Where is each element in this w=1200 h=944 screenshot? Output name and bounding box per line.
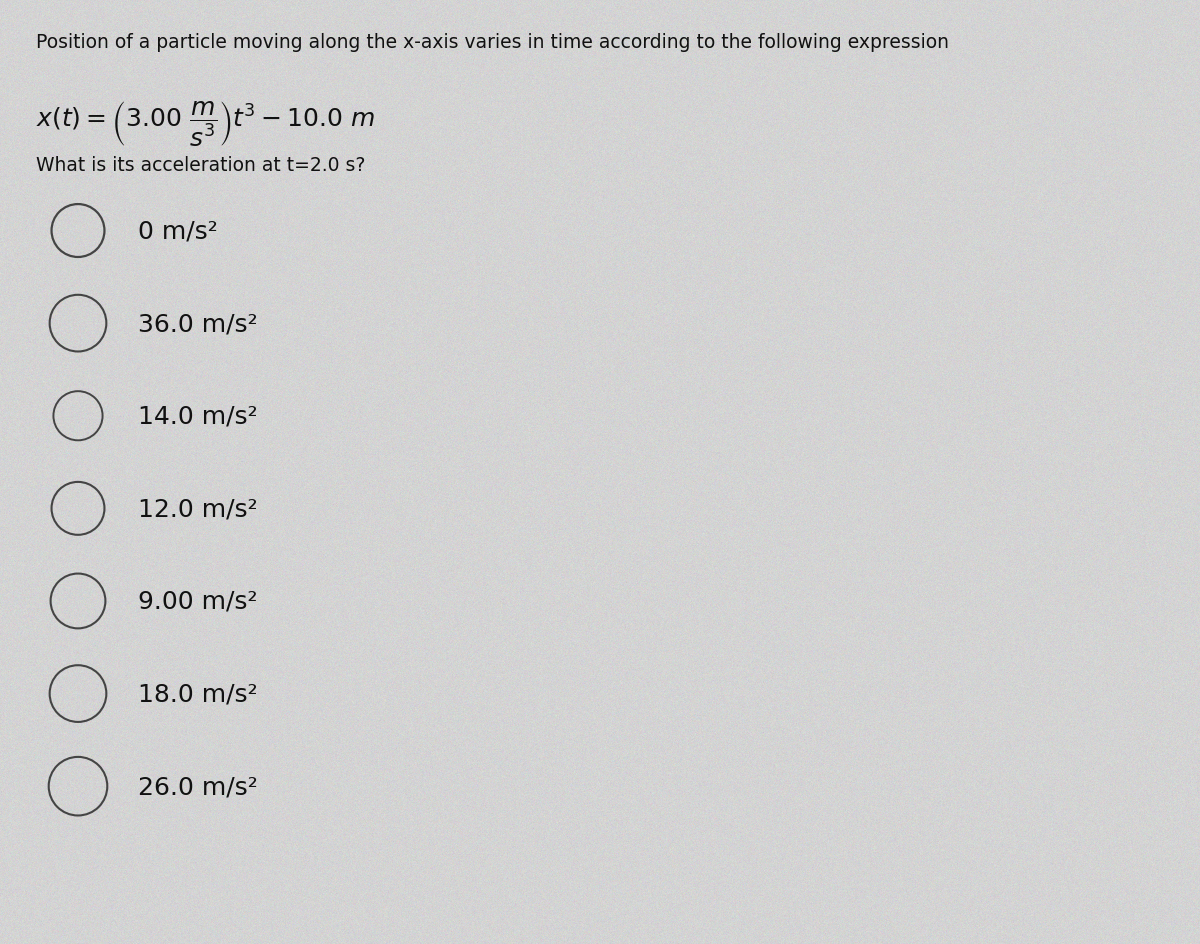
Text: 18.0 m/s²: 18.0 m/s² (138, 682, 258, 706)
Text: 36.0 m/s²: 36.0 m/s² (138, 312, 258, 336)
Text: What is its acceleration at t=2.0 s?: What is its acceleration at t=2.0 s? (36, 156, 365, 175)
Text: Position of a particle moving along the x-axis varies in time according to the f: Position of a particle moving along the … (36, 33, 949, 52)
Text: 12.0 m/s²: 12.0 m/s² (138, 497, 258, 521)
Text: 14.0 m/s²: 14.0 m/s² (138, 404, 258, 429)
Text: 0 m/s²: 0 m/s² (138, 219, 217, 244)
Text: $x(t) = \left(3.00\ \dfrac{m}{s^3}\right)t^3 - 10.0\ m$: $x(t) = \left(3.00\ \dfrac{m}{s^3}\right… (36, 99, 374, 148)
Text: 9.00 m/s²: 9.00 m/s² (138, 589, 258, 614)
Text: 26.0 m/s²: 26.0 m/s² (138, 774, 258, 799)
